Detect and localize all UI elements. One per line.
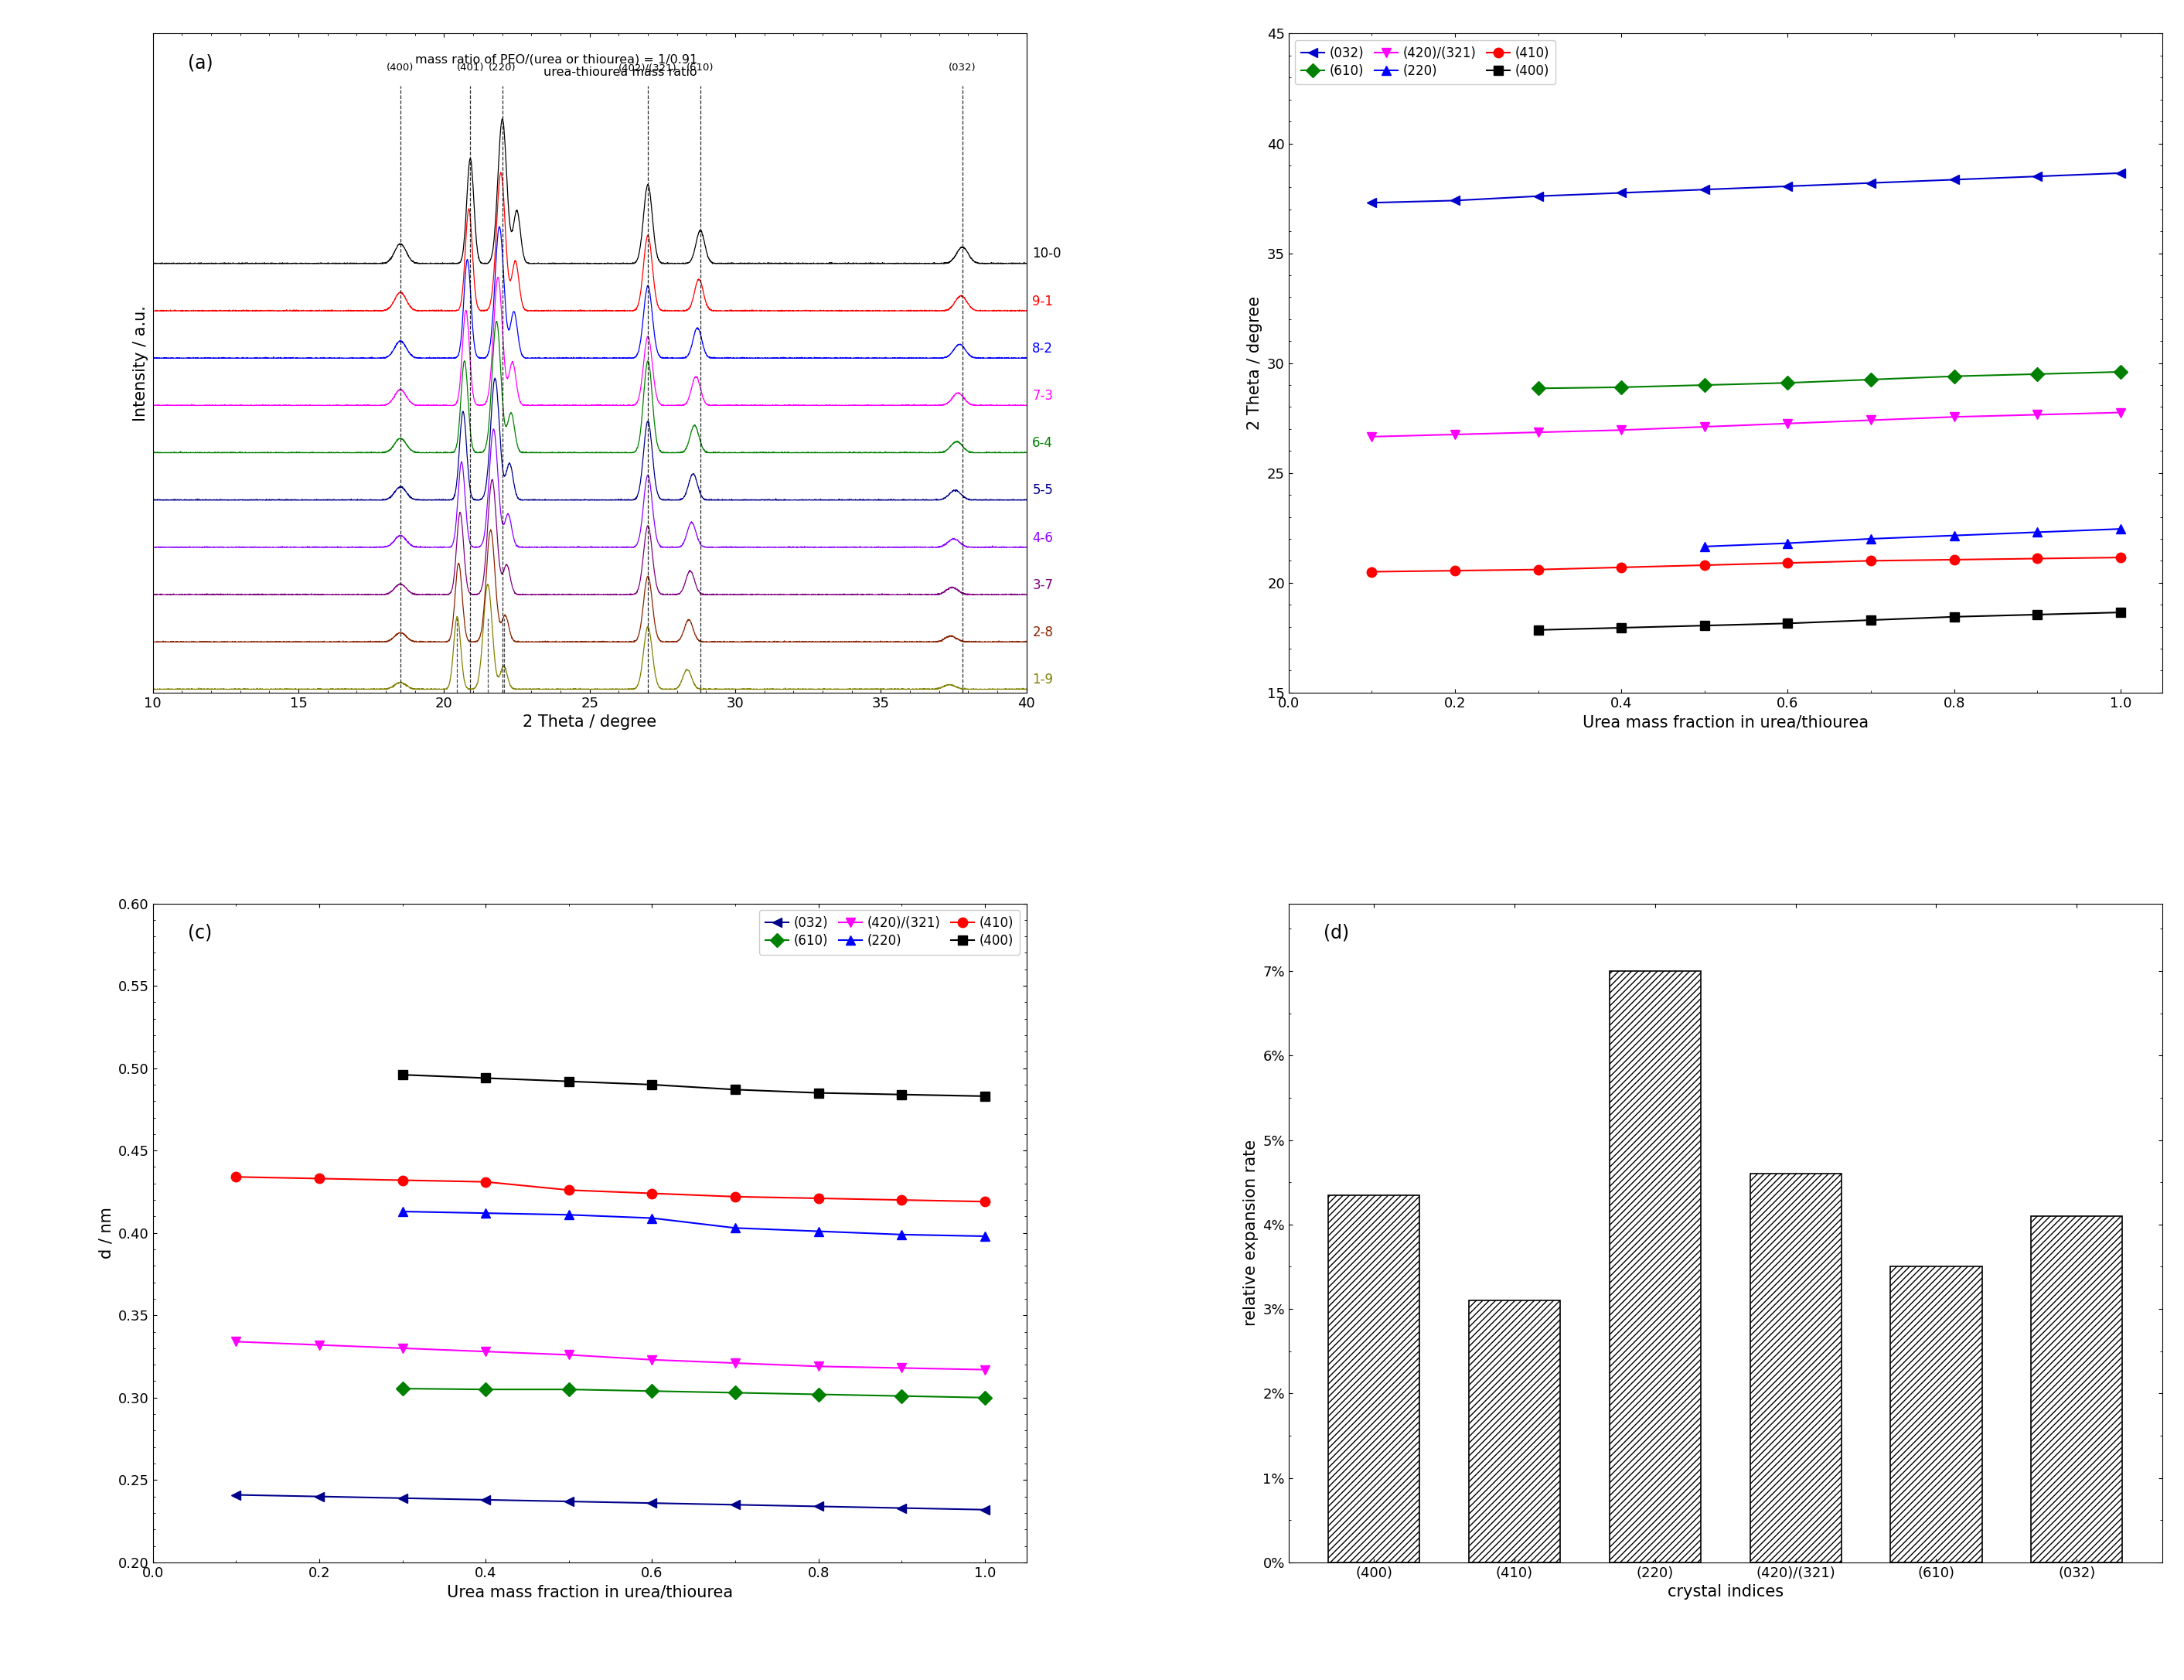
Text: (b): (b) [1324,54,1350,72]
Y-axis label: relative expansion rate: relative expansion rate [1243,1139,1258,1326]
Text: 7-3: 7-3 [1033,388,1053,403]
Text: 3-7: 3-7 [1033,578,1053,591]
Y-axis label: Intensity / a.u.: Intensity / a.u. [133,306,149,422]
Text: (032): (032) [948,62,976,72]
Text: 9-1: 9-1 [1033,294,1053,307]
Text: (610): (610) [686,62,714,72]
Legend: (032), (610), (420)/(321), (220), (410), (400): (032), (610), (420)/(321), (220), (410),… [1295,40,1555,84]
Text: (a): (a) [188,54,214,72]
Bar [1470,1300,1559,1562]
Text: mass ratio of PEO/(urea or thiourea) = 1/0.91
urea-thiourea mass ratio: mass ratio of PEO/(urea or thiourea) = 1… [415,54,697,79]
Text: 5-5: 5-5 [1033,484,1053,497]
Text: 2-8: 2-8 [1033,625,1053,640]
X-axis label: crystal indices: crystal indices [1666,1584,1784,1599]
Text: 4-6: 4-6 [1033,531,1053,544]
X-axis label: 2 Theta / degree: 2 Theta / degree [522,714,657,731]
Text: (401): (401) [456,62,485,72]
Text: 6-4: 6-4 [1033,437,1053,450]
Text: (400): (400) [387,62,415,72]
Bar [2031,1216,2123,1562]
Bar [1610,971,1701,1562]
Legend: (032), (610), (420)/(321), (220), (410), (400): (032), (610), (420)/(321), (220), (410),… [760,911,1020,954]
Text: (220): (220) [489,62,515,72]
Bar [1891,1267,1981,1562]
Text: 8-2: 8-2 [1033,341,1053,356]
Y-axis label: 2 Theta / degree: 2 Theta / degree [1247,296,1262,430]
Text: (c): (c) [188,924,212,942]
X-axis label: Urea mass fraction in urea/thiourea: Urea mass fraction in urea/thiourea [446,1584,734,1599]
X-axis label: Urea mass fraction in urea/thiourea: Urea mass fraction in urea/thiourea [1581,714,1870,731]
Text: 1-9: 1-9 [1033,672,1053,687]
Bar [1749,1174,1841,1562]
Text: (402)/(321): (402)/(321) [618,62,677,72]
Text: 10-0: 10-0 [1033,247,1061,260]
Y-axis label: d / nm: d / nm [98,1206,114,1258]
Text: (d): (d) [1324,924,1350,942]
Bar [1328,1194,1420,1562]
